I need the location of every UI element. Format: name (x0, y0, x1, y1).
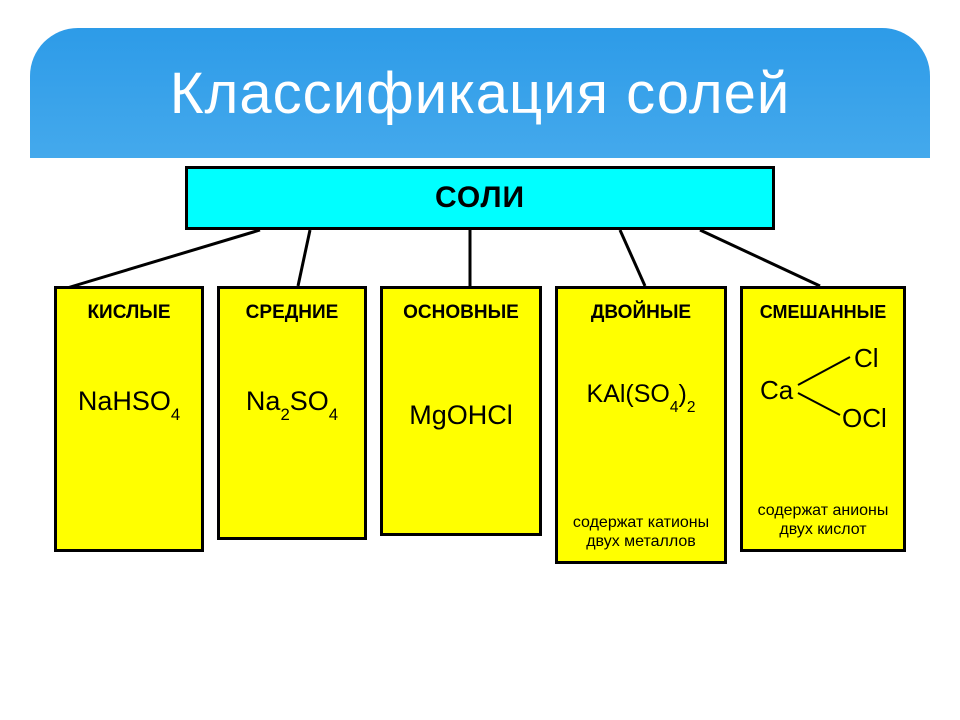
formula: KAl(SO4)2 (587, 382, 696, 412)
child-node: СРЕДНИЕ Na2SO4 (217, 286, 367, 540)
page-title: Классификация солей (170, 60, 791, 127)
child-label: СМЕШАННЫЕ (760, 303, 886, 323)
child-label: КИСЛЫЕ (87, 303, 170, 324)
child-node: ДВОЙНЫЕ KAl(SO4)2 содержат катионы двух ме… (555, 286, 727, 564)
formula: MgOHCl (409, 402, 513, 429)
child-label: ОСНОВНЫЕ (403, 303, 519, 324)
child-node: КИСЛЫЕ NaHSO4 (54, 286, 204, 552)
root-node: СОЛИ (185, 166, 775, 230)
struct-ca: Ca (760, 375, 793, 406)
child-note: содержат катионы двух металлов (564, 513, 718, 551)
root-label: СОЛИ (435, 181, 525, 215)
formula: NaHSO4 (78, 388, 180, 420)
formula: Na2SO4 (246, 388, 338, 420)
struct-cl: Cl (854, 343, 879, 374)
child-note: содержат анионы двух кислот (749, 501, 897, 539)
child-node: СМЕШАННЫЕ Ca Cl OCl содержат анионы двух кис… (740, 286, 906, 552)
struct-ocl: OCl (842, 403, 887, 434)
child-node: ОСНОВНЫЕ MgOHCl (380, 286, 542, 536)
formula-structure: Ca Cl OCl (758, 345, 888, 431)
title-banner: Классификация солей (30, 28, 930, 158)
children-row: КИСЛЫЕ NaHSO4 СРЕДНИЕ Na2SO4 ОСНОВНЫЕ MgOHCl Д… (54, 286, 906, 564)
child-label: ДВОЙНЫЕ (591, 303, 691, 324)
child-label: СРЕДНИЕ (246, 303, 339, 324)
